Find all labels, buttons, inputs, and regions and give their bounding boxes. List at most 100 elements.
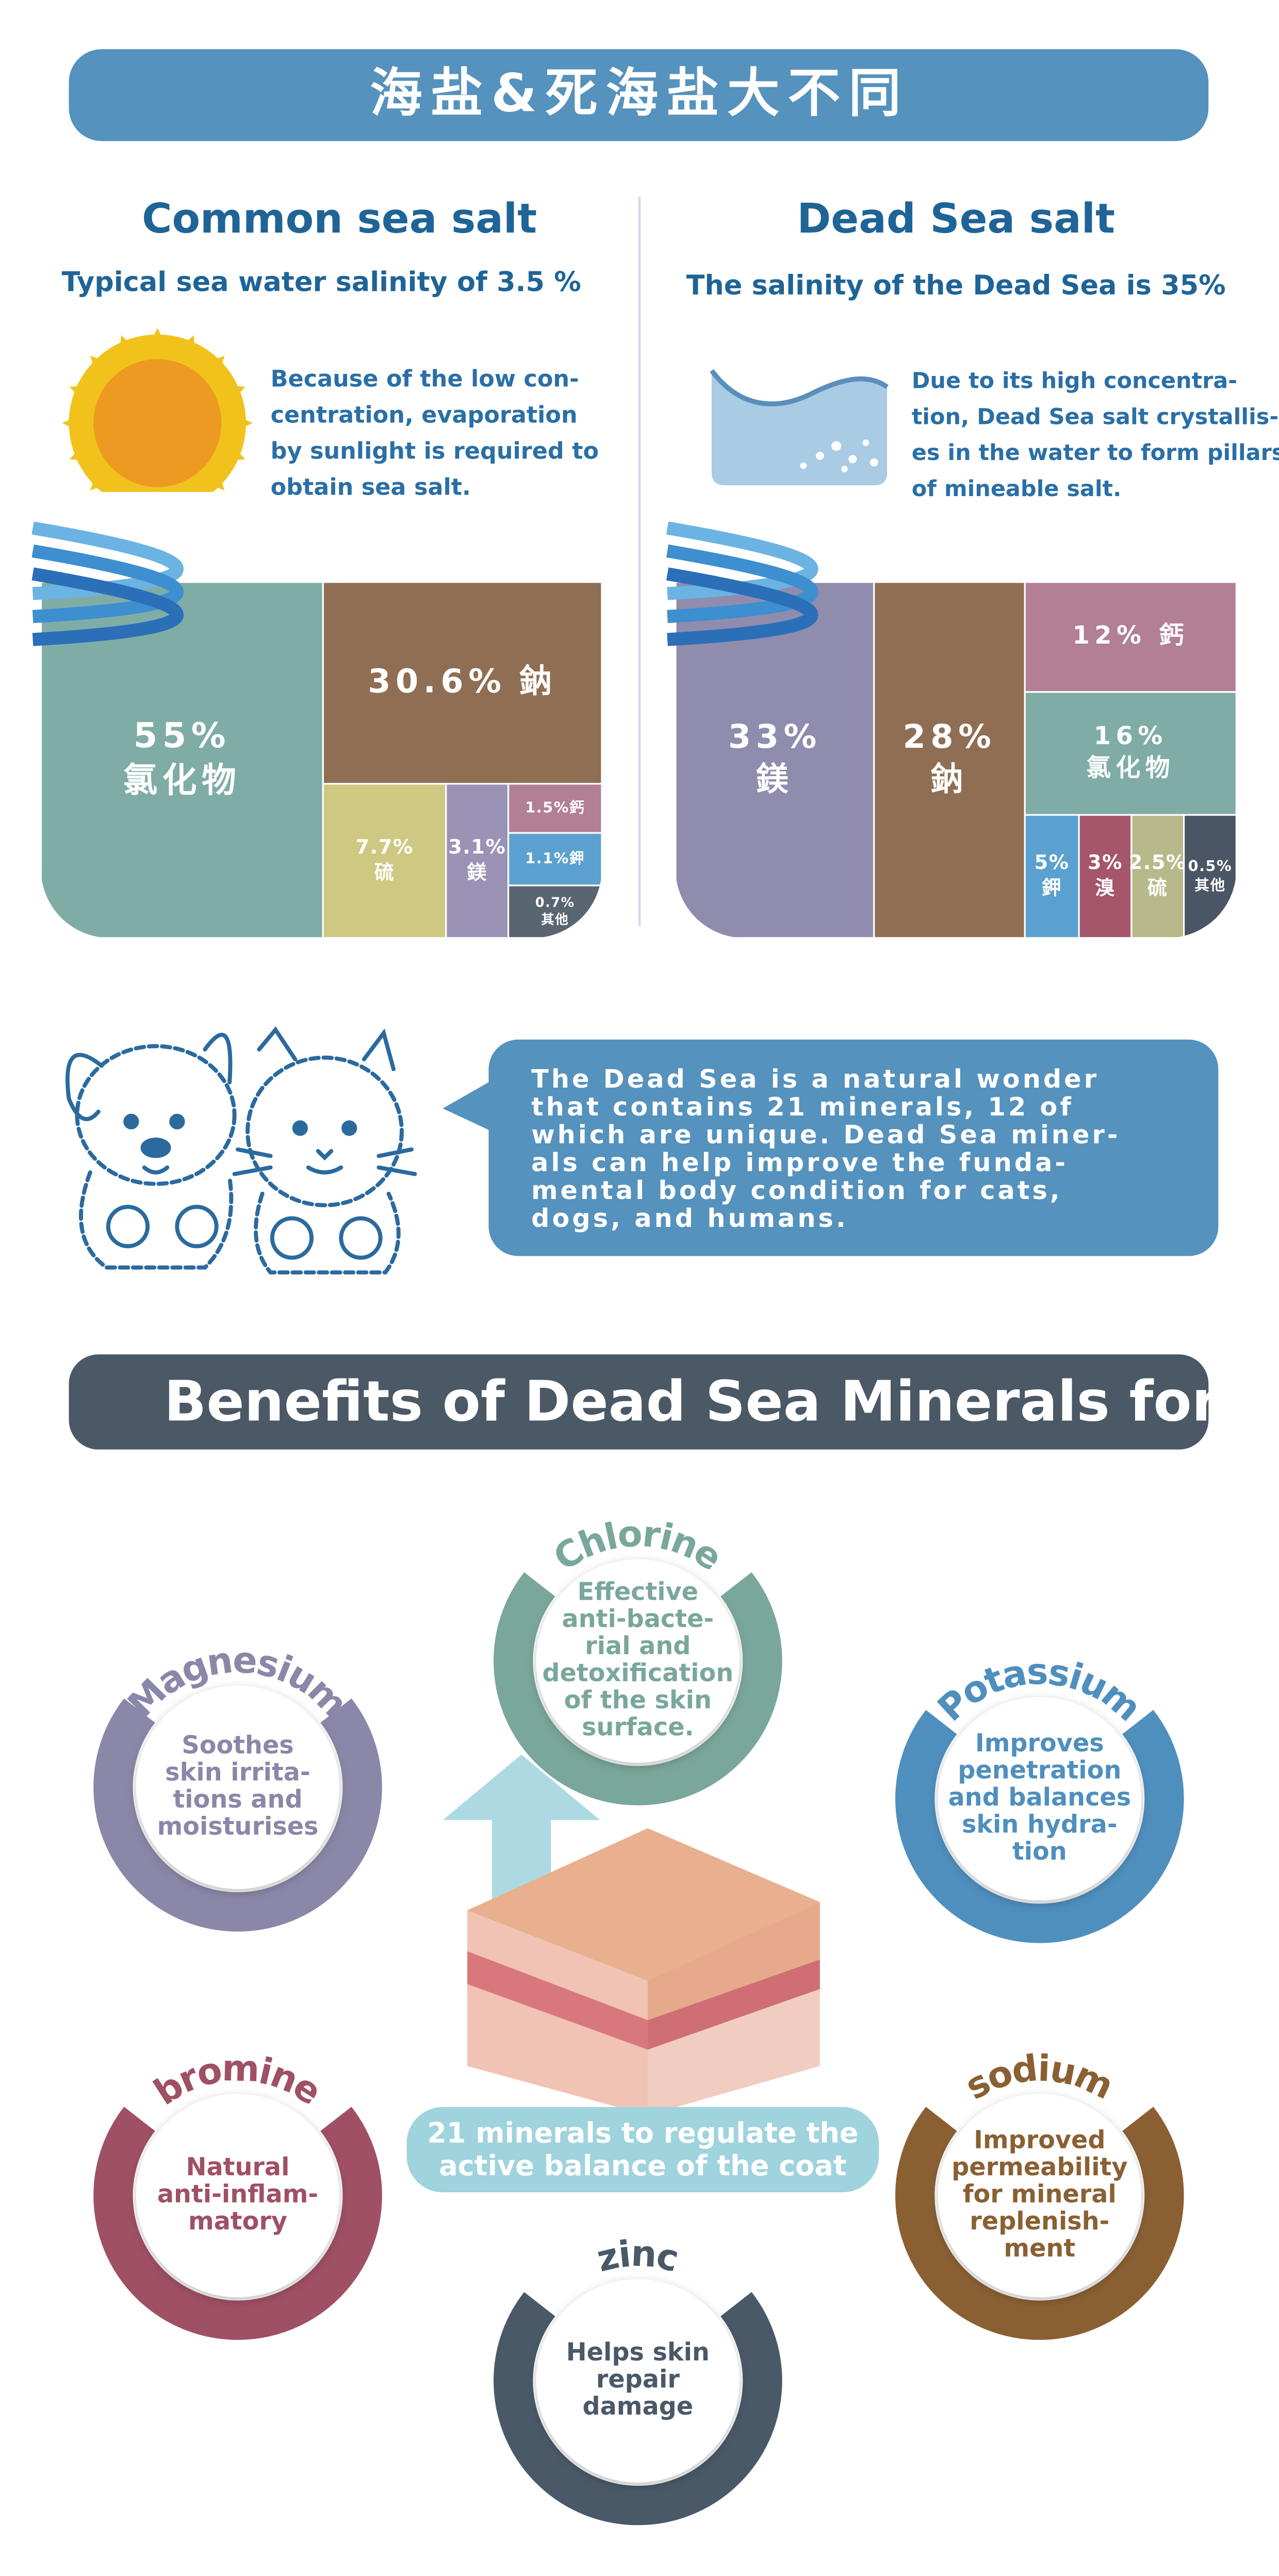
mineral-ring xyxy=(895,1710,1184,1943)
water-icon xyxy=(710,369,889,486)
mineral-text: detoxification xyxy=(542,1659,733,1687)
sun-ray xyxy=(69,385,92,404)
description-line: centration, evaporation xyxy=(271,402,578,429)
center-label-line: active balance of the coat xyxy=(439,2150,846,2182)
cell-name: 氯化物 xyxy=(1086,754,1175,782)
cell-name: 鈣 xyxy=(1159,621,1189,650)
cell-label: 1.5%鈣 xyxy=(525,799,585,816)
mineral-text: permeability xyxy=(952,2153,1127,2181)
mineral-disc xyxy=(136,2094,340,2298)
mineral-text: matory xyxy=(188,2207,287,2236)
treemap-cell xyxy=(1078,814,1133,938)
sun-ray xyxy=(203,469,225,490)
callout-line: dogs, and humans. xyxy=(531,1203,848,1233)
sun-ray xyxy=(222,442,245,461)
mineral-text: skin irrita- xyxy=(165,1758,310,1786)
cell-name: 鉀 xyxy=(569,849,585,867)
mineral-text: penetration xyxy=(958,1756,1121,1784)
mineral-disc xyxy=(536,2279,740,2483)
mineral-text: Natural xyxy=(186,2153,290,2181)
treemap-cell xyxy=(873,581,1026,938)
mineral-text: and balances xyxy=(948,1783,1131,1812)
cell-percent: 7.7% xyxy=(356,835,414,858)
center-label-box xyxy=(406,2107,879,2192)
cell-percent: 30.6% xyxy=(368,662,506,700)
callout-line: als can help improve the funda- xyxy=(531,1147,1068,1177)
cell-percent: 3.1% xyxy=(448,835,506,858)
cell-name: 鈉 xyxy=(930,760,968,798)
callout-line: mental body condition for cats, xyxy=(531,1175,1062,1205)
cell-percent: 55% xyxy=(134,715,231,756)
center-label-line: 21 minerals to regulate the xyxy=(427,2116,858,2149)
description-line: tion, Dead Sea salt crystallis- xyxy=(912,404,1278,430)
description-line: es in the water to form pillars xyxy=(912,440,1279,466)
cell-label: 12% 鈣 xyxy=(1073,621,1189,650)
mineral-text: moisturises xyxy=(157,1812,319,1841)
mineral-text: Helps skin xyxy=(566,2338,710,2367)
column-subtitle: Typical sea water salinity of 3.5 % xyxy=(61,267,581,298)
mineral-text: replenish- xyxy=(970,2207,1109,2236)
sun-ray xyxy=(62,413,83,433)
sun-ray xyxy=(222,385,245,404)
mineral-ring xyxy=(494,1572,782,1806)
cell-name: 氯化物 xyxy=(123,760,241,800)
mineral-text: anti-inflam- xyxy=(157,2180,318,2208)
mineral-text: anti-bacte- xyxy=(562,1605,714,1633)
sun-icon xyxy=(62,327,253,518)
description-line: Due to its high concentra- xyxy=(912,368,1237,393)
header-title: 海盐&死海盐大不同 xyxy=(370,62,909,123)
cell-percent: 12% xyxy=(1073,621,1146,650)
wave xyxy=(666,567,818,646)
callout-line: that contains 21 minerals, 12 of xyxy=(531,1092,1074,1122)
mineral-text: tions and xyxy=(173,1785,302,1814)
cell-percent: 28% xyxy=(903,717,996,756)
cell-label: 30.6% 鈉 xyxy=(368,662,557,700)
cell-percent: 5% xyxy=(1035,851,1070,874)
treemap-cell xyxy=(1130,814,1185,938)
mineral-text: skin hydra- xyxy=(962,1810,1118,1839)
callout-box xyxy=(488,1039,1219,1256)
mineral-disc xyxy=(136,1685,340,1889)
wave-mask xyxy=(667,491,1245,522)
mineral-disc xyxy=(938,1697,1141,1901)
treemap-cell xyxy=(1024,691,1237,816)
mineral-name: zinc xyxy=(593,2233,683,2280)
sun-ray xyxy=(232,413,253,433)
cell-percent: 1.5% xyxy=(525,799,569,816)
cell-percent: 16% xyxy=(1094,722,1168,750)
treemap-cell xyxy=(445,783,510,938)
sun-ray xyxy=(120,335,138,358)
mineral-text: ment xyxy=(1004,2234,1075,2262)
cell-name: 其他 xyxy=(541,911,569,927)
description-line: Because of the low con- xyxy=(271,366,579,392)
treemap-cell xyxy=(1024,581,1237,693)
sun-ray xyxy=(203,355,225,378)
cell-name: 鈣 xyxy=(569,799,585,816)
cell-percent: 3% xyxy=(1088,851,1123,874)
pets-illustration xyxy=(65,1026,417,1275)
mineral-text: surface. xyxy=(582,1713,694,1742)
description-line: by sunlight is required to xyxy=(271,438,599,465)
mineral-text: tion xyxy=(1012,1837,1067,1866)
description-line: obtain sea salt. xyxy=(271,474,471,501)
header-band xyxy=(69,49,1209,141)
cell-name: 鎂 xyxy=(467,861,487,884)
sun-ray xyxy=(177,335,195,358)
cell-name: 鎂 xyxy=(756,760,794,798)
cell-name: 鈉 xyxy=(519,662,557,700)
wave-mask xyxy=(32,491,610,522)
column-subtitle: The salinity of the Dead Sea is 35% xyxy=(686,270,1226,301)
callout-line: The Dead Sea is a natural wonder xyxy=(531,1064,1099,1094)
benefits-band xyxy=(69,1354,1209,1450)
cell-name: 硫 xyxy=(374,861,395,884)
sun-ray xyxy=(69,442,92,461)
callout-line: which are unique. Dead Sea miner- xyxy=(531,1120,1120,1150)
description-line: of mineable salt. xyxy=(912,476,1122,502)
column-title: Dead Sea salt xyxy=(797,194,1115,242)
